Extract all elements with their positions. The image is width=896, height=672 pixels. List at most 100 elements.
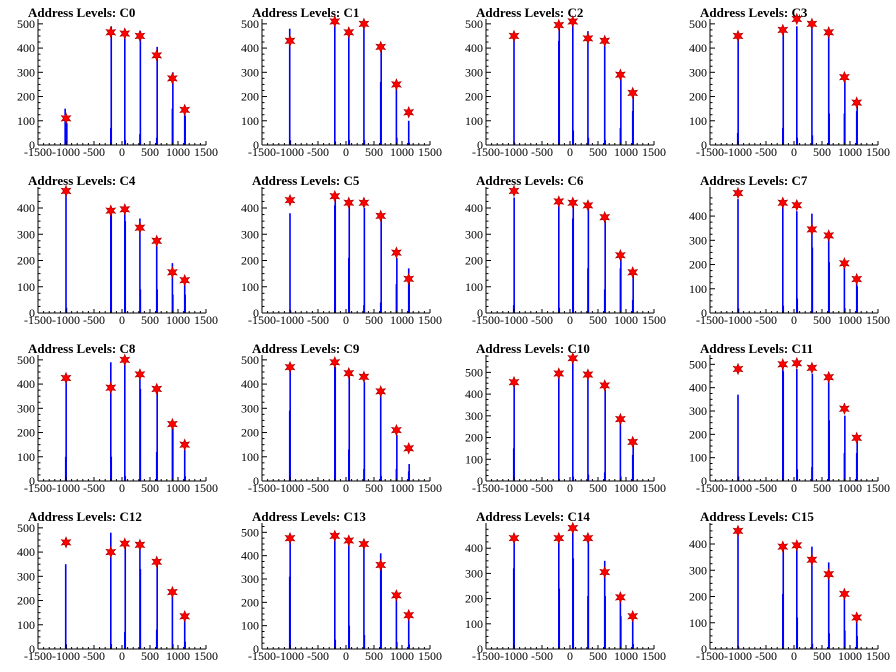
panel-title: Address Levels: C1	[252, 5, 360, 20]
histogram-bar	[363, 208, 366, 313]
y-tick-label: 300	[17, 227, 35, 241]
y-tick-label: 500	[17, 17, 35, 31]
peak-star-marker	[851, 96, 863, 109]
peak-star-marker	[134, 29, 146, 43]
y-tick-label: 400	[241, 377, 259, 391]
histogram-bar	[334, 197, 337, 313]
peak-star-marker	[823, 229, 835, 242]
x-tick-label: 500	[813, 313, 831, 327]
peak-star-marker	[105, 204, 117, 217]
y-tick-label: 0	[701, 474, 707, 488]
histogram-bar	[855, 620, 858, 650]
histogram-bar	[796, 369, 798, 481]
peak-star-marker	[60, 112, 72, 125]
histogram-bar	[558, 307, 561, 313]
peak-star-marker	[732, 362, 744, 376]
peak-star-marker	[134, 368, 146, 381]
x-tick-label: -500	[755, 481, 777, 495]
peak-star-marker	[599, 379, 611, 392]
x-tick-label: -1000	[276, 313, 304, 327]
panel-title: Address Levels: C2	[476, 5, 584, 20]
histogram-bar	[289, 539, 291, 649]
histogram-bar	[558, 376, 560, 481]
histogram-panel: Address Levels: C3 0 100 200 300 400 500 -1500-…	[672, 0, 896, 168]
histogram-bar	[124, 140, 127, 145]
histogram-bar	[183, 619, 186, 649]
histogram-plot: 0 100 200 300 400 500 -1500 -1000 -500 0 500 1000 15…	[17, 353, 218, 495]
peak-star-marker	[732, 524, 744, 538]
histogram-bar	[587, 137, 590, 145]
x-tick-label: 1500	[642, 313, 666, 327]
peak-star-marker	[390, 78, 402, 91]
histogram-bar	[408, 644, 410, 649]
x-tick-label: -1000	[724, 481, 752, 495]
x-tick-label: -1500	[472, 145, 500, 159]
y-tick-label: 300	[17, 65, 35, 79]
histogram-panel: Address Levels: C5 0 100 200 300 400 -1500 -100…	[224, 168, 448, 336]
peak-star-marker	[390, 589, 402, 602]
panel-title: Address Levels: C0	[28, 5, 136, 20]
histogram-bar	[796, 544, 798, 649]
histogram-plot: 0 100 200 300 400 500 -1500 -1000 -500 0 500 1000 15…	[241, 15, 442, 159]
peak-star-marker	[851, 431, 863, 445]
histogram-bar	[796, 211, 798, 313]
histogram-bar	[513, 540, 515, 649]
y-tick-label: 200	[241, 595, 259, 609]
histogram-bar	[604, 389, 606, 481]
histogram-bar	[620, 257, 622, 314]
x-tick-label: 0	[567, 481, 573, 495]
y-tick-label: 200	[17, 594, 35, 608]
y-tick-label: 200	[465, 90, 483, 104]
x-tick-label: -1000	[500, 649, 528, 663]
y-tick-label: 100	[465, 280, 483, 294]
x-tick-label: -500	[755, 145, 777, 159]
histogram-plot: 0 100 200 300 400 500 -1500 -1000 -500 0 500 1000 15…	[465, 15, 666, 159]
y-tick-label: 300	[17, 401, 35, 415]
histogram-bar	[396, 257, 398, 314]
y-tick-label: 300	[465, 227, 483, 241]
y-tick-label: 100	[241, 450, 259, 464]
panel-title: Address Levels: C8	[28, 341, 136, 356]
histogram-bar	[363, 635, 366, 649]
peak-star-marker	[508, 29, 520, 43]
y-tick-label: 100	[465, 452, 483, 466]
histogram-plot: 0 100 200 300 400 500 -1500 -1000 -500 0 500 1000 15…	[17, 17, 218, 159]
peak-star-marker	[343, 196, 355, 210]
peak-star-marker	[343, 534, 355, 547]
peak-star-marker	[105, 26, 117, 39]
histogram-bar	[513, 197, 515, 313]
x-tick-label: -1000	[276, 649, 304, 663]
x-tick-label: 0	[567, 145, 573, 159]
peak-star-marker	[151, 382, 163, 396]
y-tick-label: 400	[17, 377, 35, 391]
histogram-plot: 0 100 200 300 400 -1500 -1000 -500 0 500 1000 1500	[689, 523, 890, 663]
x-tick-label: -1500	[472, 313, 500, 327]
y-tick-label: 200	[465, 592, 483, 606]
y-tick-label: 200	[17, 254, 35, 268]
x-tick-label: 1000	[166, 313, 190, 327]
histogram-plot: 0 100 200 300 400 -1500 -1000 -500 0 500 1000 1500	[17, 184, 218, 327]
histogram-bar	[856, 635, 858, 650]
panel-title: Address Levels: C15	[700, 509, 814, 524]
x-tick-label: -1000	[724, 649, 752, 663]
x-tick-label: -1000	[52, 649, 80, 663]
x-tick-label: 0	[343, 649, 349, 663]
histogram-bar	[380, 213, 382, 313]
histogram-bar	[587, 31, 589, 145]
histogram-panel: Address Levels: C13 0 100 200 300 400 500 -1500…	[224, 504, 448, 672]
y-tick-label: 400	[465, 387, 483, 401]
peak-star-marker	[823, 370, 835, 384]
histogram-bar	[828, 633, 830, 649]
peak-star-marker	[777, 358, 789, 371]
y-tick-label: 300	[689, 65, 707, 79]
peak-star-marker	[838, 402, 850, 415]
histogram-bar	[856, 286, 858, 313]
histogram-bar	[110, 644, 113, 649]
histogram-bar	[632, 441, 634, 481]
histogram-plot: 0 100 200 300 400 500 -1500 -1000 -500 0 500 1000 15…	[689, 12, 890, 159]
histogram-panel: Address Levels: C9 0 100 200 300 400 500 -1500-…	[224, 336, 448, 504]
histogram-bar	[828, 113, 830, 145]
histogram-bar	[844, 74, 846, 145]
histogram-bar	[796, 298, 799, 313]
peak-star-marker	[806, 17, 818, 31]
